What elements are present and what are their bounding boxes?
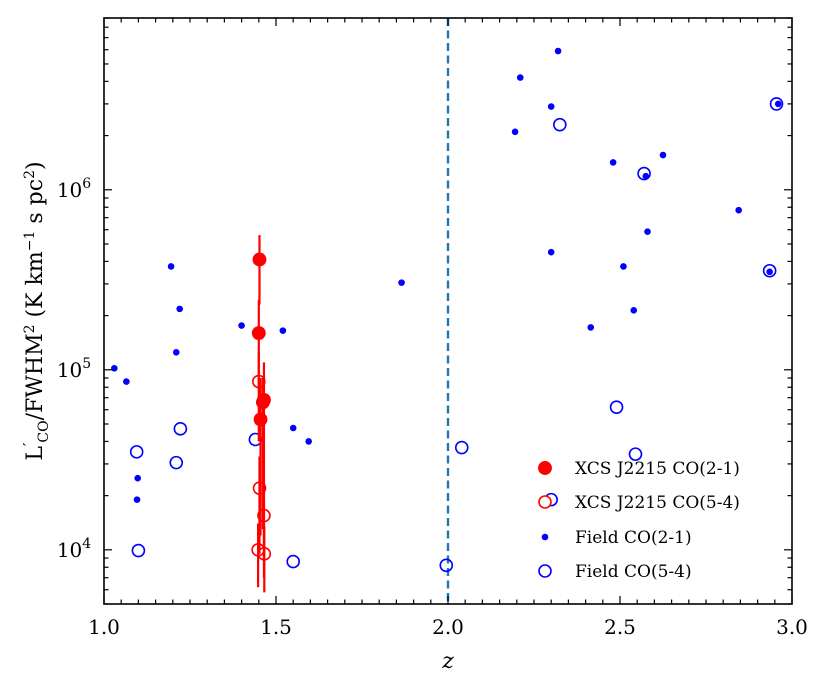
data-point bbox=[659, 151, 667, 159]
legend-marker-open-red bbox=[538, 495, 552, 509]
data-point bbox=[398, 279, 405, 286]
data-point bbox=[774, 100, 782, 108]
x-tick-label: 3.0 bbox=[776, 615, 808, 639]
data-point bbox=[251, 326, 266, 340]
data-point bbox=[251, 374, 266, 389]
x-tick-label: 2.0 bbox=[432, 615, 464, 639]
data-point bbox=[454, 440, 469, 455]
data-point bbox=[516, 74, 524, 81]
data-point bbox=[289, 424, 297, 432]
legend-marker-filled-blue bbox=[541, 533, 549, 541]
data-point bbox=[554, 47, 562, 55]
data-point bbox=[620, 263, 627, 270]
data-point bbox=[628, 447, 643, 461]
data-point bbox=[279, 327, 287, 334]
data-point bbox=[630, 307, 638, 314]
data-point bbox=[173, 422, 188, 436]
data-point bbox=[133, 496, 141, 503]
data-point bbox=[257, 508, 271, 523]
data-point bbox=[762, 263, 777, 278]
legend-entry-field-co54: Field CO(5-4) bbox=[538, 562, 692, 582]
data-point bbox=[637, 166, 651, 181]
legend-label: Field CO(2-1) bbox=[575, 528, 692, 548]
series-field-co-5-4- bbox=[129, 97, 784, 573]
data-point bbox=[252, 481, 267, 495]
data-point bbox=[167, 263, 175, 270]
data-point bbox=[609, 159, 617, 166]
legend-label: XCS J2215 CO(2-1) bbox=[575, 459, 740, 479]
data-point bbox=[766, 268, 773, 276]
legend-label: XCS J2215 CO(5-4) bbox=[575, 493, 740, 513]
data-point bbox=[131, 543, 146, 558]
data-point bbox=[511, 128, 519, 136]
data-point bbox=[238, 322, 245, 329]
data-point bbox=[257, 547, 272, 561]
legend-entry-xcs-co54: XCS J2215 CO(5-4) bbox=[538, 493, 740, 513]
x-tick-label: 2.5 bbox=[604, 615, 636, 639]
data-point bbox=[286, 554, 301, 569]
data-point bbox=[123, 378, 130, 385]
data-point bbox=[769, 97, 784, 111]
y-tick-label: 106 bbox=[57, 176, 91, 202]
x-tick-label: 1.5 bbox=[260, 615, 292, 639]
legend-marker-filled-red bbox=[538, 461, 552, 475]
y-tick-label: 105 bbox=[57, 356, 91, 382]
series-field-co-2-1- bbox=[111, 47, 782, 503]
data-point bbox=[644, 228, 651, 235]
svg-text:L′CO/FWHM2 (K km−1 s pc2): L′CO/FWHM2 (K km−1 s pc2) bbox=[20, 161, 52, 460]
x-axis-label: z bbox=[441, 649, 454, 674]
data-point bbox=[609, 400, 624, 414]
legend-label: Field CO(5-4) bbox=[575, 562, 692, 582]
data-point bbox=[172, 349, 180, 356]
data-point bbox=[305, 438, 312, 445]
data-point bbox=[129, 445, 144, 459]
data-point bbox=[134, 474, 142, 482]
data-point bbox=[547, 248, 555, 256]
legend-entry-field-co21: Field CO(2-1) bbox=[541, 528, 692, 548]
legend-marker-open-blue bbox=[538, 564, 552, 578]
legend: XCS J2215 CO(2-1) XCS J2215 CO(5-4) Fiel… bbox=[538, 459, 740, 582]
y-tick-label: 104 bbox=[57, 536, 91, 562]
y-axis-label: L′CO/FWHM2 (K km−1 s pc2) bbox=[20, 161, 52, 460]
data-point bbox=[735, 206, 742, 214]
data-point bbox=[169, 455, 184, 470]
data-point bbox=[552, 117, 567, 132]
x-tick-label: 1.0 bbox=[88, 615, 120, 639]
legend-entry-xcs-co21: XCS J2215 CO(2-1) bbox=[538, 459, 740, 479]
data-point bbox=[439, 558, 454, 573]
data-point bbox=[587, 324, 595, 331]
series-xcs-j2215-co-5-4- bbox=[251, 352, 272, 593]
data-point bbox=[253, 412, 268, 427]
data-point bbox=[176, 305, 183, 313]
data-point bbox=[111, 364, 118, 372]
data-point bbox=[252, 252, 267, 267]
data-point bbox=[547, 103, 555, 110]
